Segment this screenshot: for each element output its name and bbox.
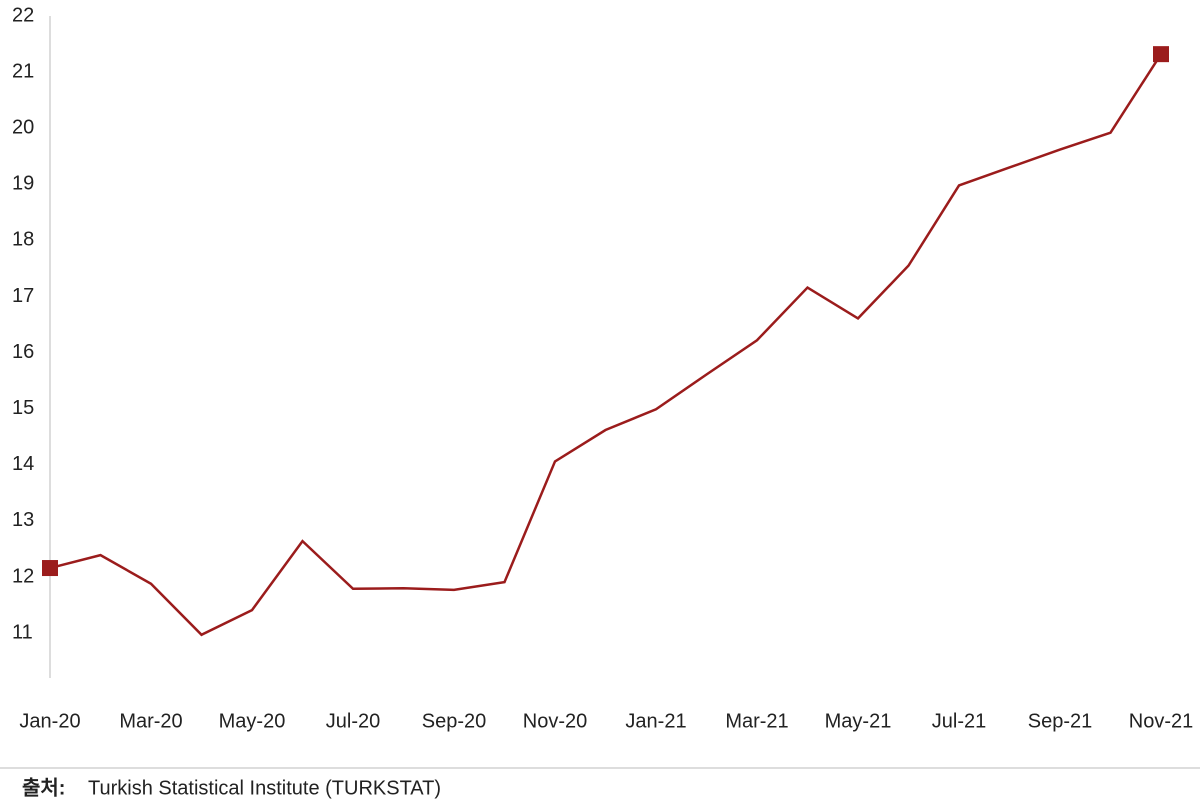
y-tick-label: 20 [12,116,34,138]
x-tick-label: Mar-21 [725,710,788,732]
x-tick-label: Jan-20 [19,710,80,732]
y-tick-label: 11 [12,621,33,643]
x-tick-label: Jan-21 [625,710,686,732]
x-tick-label: Sep-21 [1028,710,1093,732]
x-tick-label: Jul-21 [932,710,986,732]
end-marker [1153,46,1169,63]
x-tick-label: Nov-21 [1129,710,1193,732]
y-tick-label: 21 [12,60,34,82]
y-tick-label: 16 [12,341,34,363]
y-tick-label: 15 [12,397,34,419]
x-tick-label: Mar-20 [119,710,182,732]
source: Turkish Statistical Institute (TURKSTAT) [88,777,441,799]
x-tick-label: Sep-20 [422,710,487,732]
line [49,53,1163,637]
y-tick-label: 13 [12,509,34,531]
y-tick-label: 18 [12,229,34,251]
y-tick-label: 17 [12,285,34,307]
source-label: 출처: [22,776,65,799]
y-tick-label: 22 [12,4,34,26]
y-tick-label: 19 [12,173,34,195]
y-tick-label: 12 [12,565,34,587]
x-tick-label: May-21 [825,710,892,732]
end-marker [42,560,58,577]
y-tick-label: 14 [12,453,34,475]
x-tick-label: Nov-20 [523,710,587,732]
x-tick-label: May-20 [219,710,286,732]
x-tick-label: Jul-20 [326,710,380,732]
